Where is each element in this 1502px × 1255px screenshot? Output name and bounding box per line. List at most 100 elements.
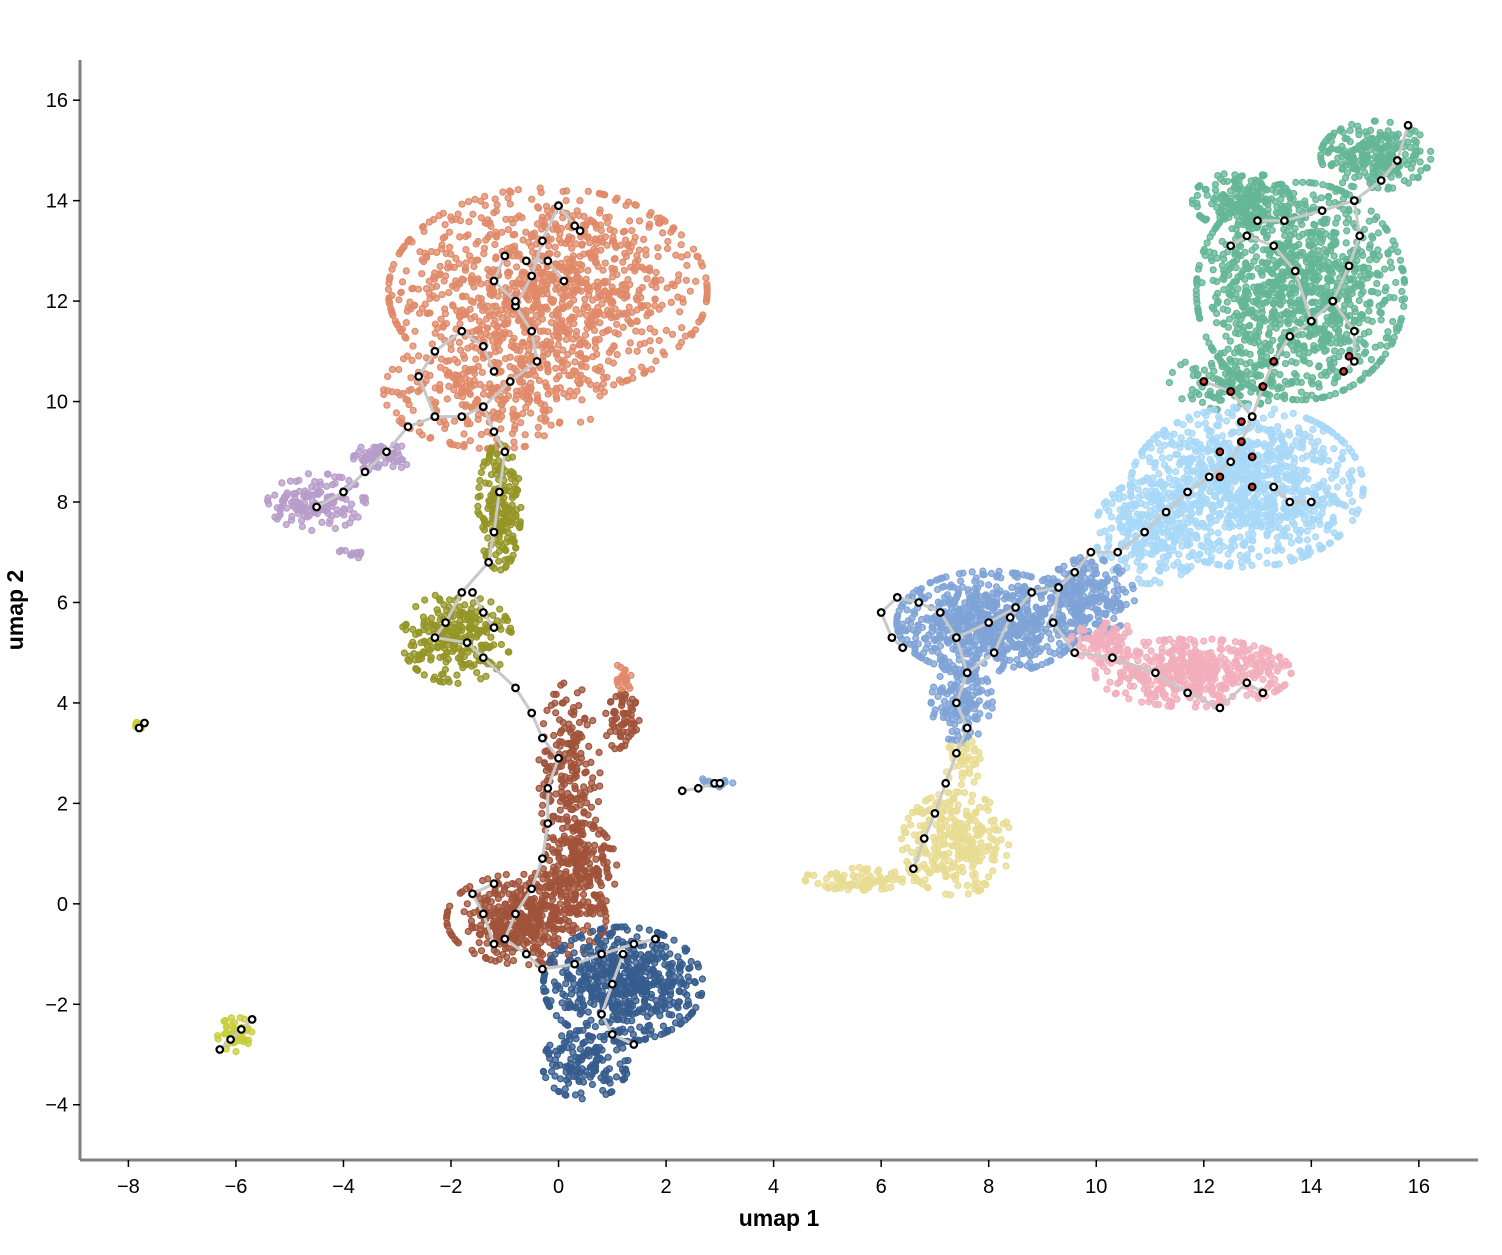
cell-point	[587, 1036, 595, 1045]
cell-point	[1192, 287, 1200, 295]
cell-point	[482, 672, 490, 680]
cell-point	[273, 515, 281, 523]
cell-point	[674, 1003, 682, 1012]
cell-point	[1331, 390, 1340, 398]
cell-point	[465, 631, 473, 639]
cell-point	[565, 316, 574, 324]
cell-point	[654, 252, 662, 261]
cell-point	[1230, 312, 1239, 320]
cell-point	[520, 323, 528, 331]
cell-point	[647, 347, 655, 355]
cell-point	[580, 841, 588, 849]
cell-point	[594, 986, 602, 994]
cell-point	[670, 978, 678, 986]
cell-point	[1378, 355, 1386, 363]
cell-point	[552, 375, 561, 383]
cell-point	[428, 340, 436, 348]
cell-point	[510, 412, 518, 420]
cell-point	[593, 278, 602, 286]
cell-point	[448, 216, 456, 224]
cell-point	[526, 409, 535, 417]
cell-point	[402, 267, 410, 275]
cell-point	[534, 204, 543, 212]
cell-point	[1382, 283, 1390, 292]
cell-point	[562, 1037, 570, 1046]
cell-point	[550, 690, 558, 698]
cell-point	[596, 319, 604, 327]
cell-point	[646, 325, 654, 333]
cell-point	[484, 233, 492, 241]
cell-point	[302, 504, 310, 512]
cell-point	[1212, 309, 1221, 318]
cell-point	[508, 430, 517, 438]
cell-point	[511, 485, 519, 493]
cell-point	[503, 515, 511, 523]
cell-point	[637, 968, 645, 976]
cell-point	[473, 668, 481, 677]
cell-point	[497, 914, 505, 922]
cell-point	[1283, 351, 1291, 359]
cell-point	[632, 983, 640, 991]
cell-point	[697, 259, 705, 267]
cell-point	[1193, 276, 1201, 284]
cell-point	[1212, 293, 1220, 301]
cell-point	[599, 329, 607, 337]
cell-point	[558, 266, 567, 274]
cell-point	[405, 657, 413, 665]
cell-point	[591, 365, 600, 373]
cell-point	[566, 777, 574, 785]
cell-point	[398, 278, 407, 286]
cell-point	[606, 1079, 614, 1087]
cell-point	[612, 320, 621, 328]
cell-point	[1195, 261, 1203, 270]
cell-point	[652, 268, 660, 277]
cell-point	[576, 260, 584, 268]
cell-point	[440, 652, 448, 660]
cell-point	[1324, 192, 1333, 200]
cell-point	[691, 978, 699, 987]
cell-point	[598, 1046, 606, 1054]
cell-point	[455, 338, 463, 346]
cell-point	[441, 221, 449, 229]
cell-point	[1366, 241, 1374, 249]
cell-point	[335, 548, 343, 556]
cell-point	[585, 877, 594, 885]
cell-point	[533, 391, 541, 399]
cell-point	[477, 295, 485, 303]
cell-point	[554, 226, 562, 234]
cell-point	[573, 207, 581, 215]
cell-point	[1321, 368, 1329, 376]
cell-point	[409, 342, 417, 350]
cell-point	[609, 268, 617, 276]
cell-point	[586, 1073, 595, 1081]
cell-point	[578, 279, 586, 287]
cell-point	[590, 841, 599, 850]
cell-point	[627, 671, 635, 680]
cell-point	[1401, 150, 1409, 159]
cell-point	[493, 201, 501, 209]
cell-point	[623, 977, 631, 986]
cell-point	[1325, 199, 1333, 207]
cell-point	[350, 452, 358, 460]
cell-point	[492, 255, 500, 263]
cell-point	[552, 1047, 560, 1055]
cell-point	[502, 301, 510, 309]
cell-point	[1201, 251, 1209, 260]
cell-point	[569, 896, 578, 904]
cell-point	[524, 351, 532, 359]
cell-point	[420, 671, 428, 679]
cell-point	[406, 298, 414, 306]
cell-point	[481, 219, 489, 227]
cell-point	[1350, 275, 1358, 283]
cell-point	[577, 1053, 585, 1062]
cell-point	[578, 686, 586, 694]
cell-point	[603, 865, 611, 873]
cell-point	[447, 345, 455, 354]
cell-point	[437, 315, 445, 323]
cell-point	[573, 834, 582, 843]
cell-point	[628, 1017, 636, 1025]
cell-point	[1298, 268, 1306, 276]
cell-point	[670, 936, 678, 944]
cell-point	[552, 364, 560, 372]
cell-point	[1328, 183, 1336, 191]
